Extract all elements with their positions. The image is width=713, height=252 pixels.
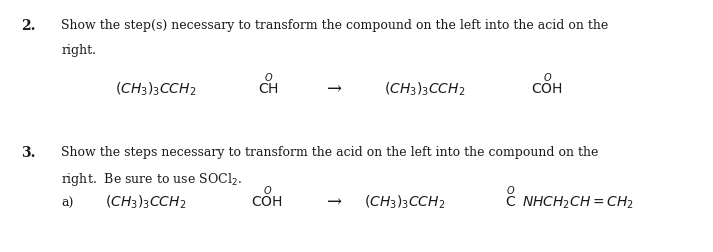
Text: 2.: 2. xyxy=(21,19,36,33)
Text: $(CH_3)_3CCH_2$: $(CH_3)_3CCH_2$ xyxy=(384,81,466,98)
Text: right.: right. xyxy=(61,44,96,57)
Text: right.  Be sure to use SOCl$_2$.: right. Be sure to use SOCl$_2$. xyxy=(61,171,242,188)
Text: $\overset{O}{\text{COH}}$: $\overset{O}{\text{COH}}$ xyxy=(530,71,563,97)
Text: $NHCH_2CH{=}CH_2$: $NHCH_2CH{=}CH_2$ xyxy=(522,195,634,211)
Text: →: → xyxy=(327,80,342,98)
Text: Show the step(s) necessary to transform the compound on the left into the acid o: Show the step(s) necessary to transform … xyxy=(61,19,609,32)
Text: $(CH_3)_3CCH_2$: $(CH_3)_3CCH_2$ xyxy=(364,194,446,211)
Text: a): a) xyxy=(61,197,73,210)
Text: $\overset{O}{\text{COH}}$: $\overset{O}{\text{COH}}$ xyxy=(251,184,283,210)
Text: $(CH_3)_3CCH_2$: $(CH_3)_3CCH_2$ xyxy=(115,81,196,98)
Text: $(CH_3)_3CCH_2$: $(CH_3)_3CCH_2$ xyxy=(105,194,186,211)
Text: $\overset{O}{\text{CH}}$: $\overset{O}{\text{CH}}$ xyxy=(257,71,279,97)
Text: →: → xyxy=(327,193,342,211)
Text: 3.: 3. xyxy=(21,146,36,160)
Text: Show the steps necessary to transform the acid on the left into the compound on : Show the steps necessary to transform th… xyxy=(61,146,599,159)
Text: $\overset{O}{\text{C}}$: $\overset{O}{\text{C}}$ xyxy=(506,184,516,210)
